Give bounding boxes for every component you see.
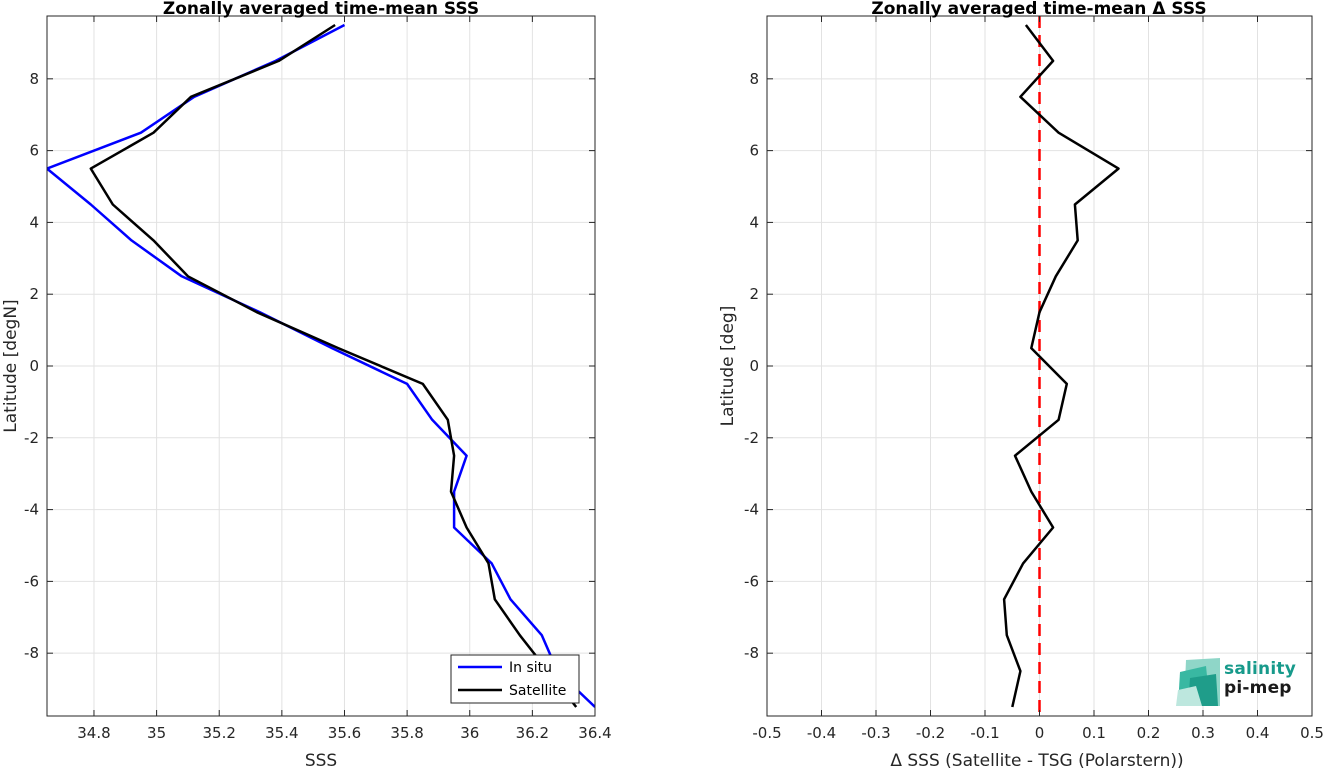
sss-series <box>47 23 595 708</box>
sss-ytick-label: 0 <box>29 357 39 375</box>
sss-series-line-in-situ <box>47 23 595 708</box>
sss-ytick-label: -4 <box>24 501 39 519</box>
salinity-pimep-logo <box>1176 658 1220 706</box>
delta-xtick-label: -0.4 <box>807 724 836 742</box>
legend-box <box>450 654 580 704</box>
delta-ticks: -0.5 -0.4 -0.3 -0.2 -0.1 0 0.1 0.2 0.3 0.4 0.5 -8 -6… <box>744 16 1324 742</box>
sss-ytick-label: 6 <box>29 142 39 160</box>
sss-ytick-label: -2 <box>24 429 39 447</box>
delta-series <box>1002 24 1120 708</box>
delta-ytick-label: 8 <box>749 70 759 88</box>
sss-title: Zonally averaged time-mean SSS <box>163 0 479 19</box>
sss-xtick-label: 34.8 <box>77 724 110 742</box>
sss-xtick-label: 35.2 <box>203 724 236 742</box>
delta-xtick-label: 0.3 <box>1191 724 1215 742</box>
sss-xtick-label: 36.4 <box>578 724 611 742</box>
logo-line1: salinity <box>1224 659 1296 679</box>
sss-xtick-label: 36.2 <box>516 724 549 742</box>
delta-ytick-label: 4 <box>749 213 759 231</box>
sss-ytick-label: 4 <box>29 213 39 231</box>
delta-title: Zonally averaged time-mean Δ SSS <box>871 0 1206 19</box>
delta-xtick-label: -0.2 <box>916 724 945 742</box>
sss-xtick-label: 35 <box>147 724 166 742</box>
delta-ytick-label: -4 <box>744 501 759 519</box>
sss-ytick-label: 8 <box>29 70 39 88</box>
delta-xlabel: Δ SSS (Satellite - TSG (Polarstern)) <box>890 751 1183 769</box>
delta-sss-panel: -0.5 -0.4 -0.3 -0.2 -0.1 0 0.1 0.2 0.3 0.4 0.5 -8 -6… <box>718 0 1324 769</box>
delta-series-line-delta <box>1002 24 1120 708</box>
delta-xtick-label: 0 <box>1035 724 1045 742</box>
delta-xtick-label: 0.2 <box>1137 724 1161 742</box>
delta-xtick-label: -0.3 <box>861 724 890 742</box>
delta-ylabel: Latitude [deg] <box>718 306 738 427</box>
delta-ytick-label: -6 <box>744 572 759 590</box>
delta-xtick-label: -0.5 <box>752 724 781 742</box>
delta-xtick-label: 0.5 <box>1300 724 1324 742</box>
logo-text: salinity pi-mep <box>1224 660 1296 698</box>
sss-ytick-label: -8 <box>24 644 39 662</box>
sss-ytick-label: 2 <box>29 285 39 303</box>
delta-xtick-label: 0.4 <box>1246 724 1270 742</box>
sss-xtick-label: 35.8 <box>390 724 423 742</box>
delta-ytick-label: -2 <box>744 429 759 447</box>
delta-ytick-label: 0 <box>749 357 759 375</box>
sss-xtick-label: 36 <box>460 724 479 742</box>
sss-ylabel: Latitude [degN] <box>1 299 21 432</box>
delta-xtick-label: 0.1 <box>1082 724 1106 742</box>
sss-ytick-label: -6 <box>24 572 39 590</box>
sss-ticks: 34.8 35 35.2 35.4 35.6 35.8 36 36.2 36.4 -8 -6 -4 -2… <box>24 16 612 742</box>
sss-xtick-label: 35.4 <box>265 724 298 742</box>
sss-panel: 34.8 35 35.2 35.4 35.6 35.8 36 36.2 36.4 -8 -6 -4 -2… <box>1 0 612 769</box>
sss-xtick-label: 35.6 <box>328 724 361 742</box>
delta-ytick-label: 6 <box>749 142 759 160</box>
sss-xlabel: SSS <box>305 751 337 769</box>
delta-ytick-label: -8 <box>744 644 759 662</box>
delta-xtick-label: -0.1 <box>970 724 999 742</box>
logo-line2: pi-mep <box>1224 678 1292 698</box>
sss-legend: In situ Satellite <box>450 654 580 704</box>
delta-ytick-label: 2 <box>749 285 759 303</box>
sss-series-line-satellite <box>89 23 578 708</box>
legend-label-satellite: Satellite <box>509 683 566 699</box>
legend-label-insitu: In situ <box>509 660 552 676</box>
